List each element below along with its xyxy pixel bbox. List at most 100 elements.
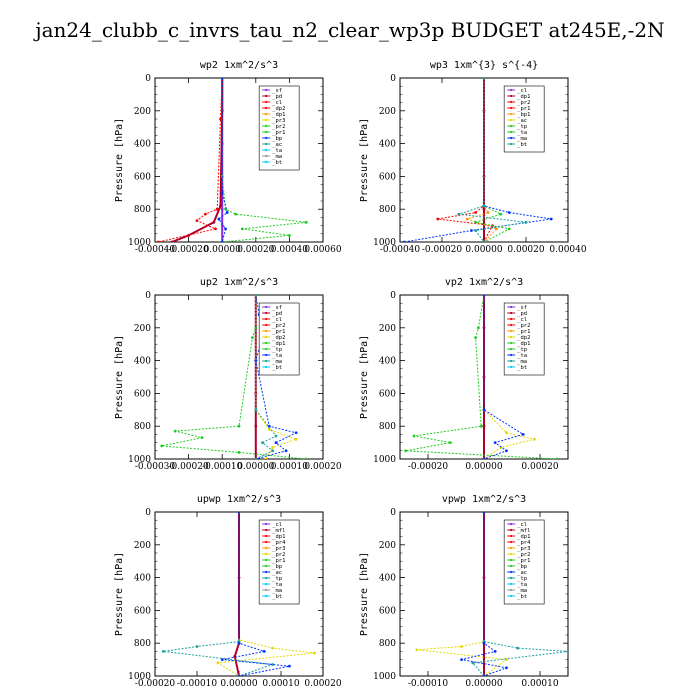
legend-marker: [510, 582, 513, 586]
legend-entry: _ac: [517, 570, 527, 576]
legend-entry: _tp: [517, 576, 527, 582]
data-point: [457, 212, 461, 216]
data-point: [237, 451, 241, 454]
legend-marker: [510, 94, 513, 98]
data-point: [220, 191, 224, 195]
legend-marker: [265, 136, 268, 140]
legend-marker: [510, 546, 513, 550]
legend-entry: _cl: [272, 317, 282, 323]
y-tick-label: 600: [379, 606, 396, 616]
legend-marker: [510, 540, 513, 544]
legend-entry: _cl: [517, 317, 527, 323]
legend-entry: _cl: [272, 100, 282, 106]
y-tick-label: 800: [379, 205, 396, 215]
x-tick-label: 0.00040: [549, 245, 586, 255]
data-point: [220, 658, 224, 661]
y-tick-label: 800: [379, 639, 396, 649]
y-axis-label: Pressure [hPa]: [114, 552, 125, 636]
legend-marker: [265, 558, 268, 562]
data-point: [294, 437, 298, 441]
y-tick-label: 600: [134, 606, 151, 616]
data-point: [505, 431, 508, 435]
data-point: [524, 220, 528, 224]
legend-marker: [510, 88, 513, 92]
legend-entry: _pr2: [517, 323, 530, 329]
data-point: [254, 457, 258, 459]
y-tick-label: 800: [379, 422, 396, 432]
y-tick-label: 400: [379, 357, 396, 367]
legend-marker: [265, 317, 268, 321]
chart-panel-2: wp3 1xm^{3} s^{-4}02004006008001000-0.00…: [359, 60, 587, 255]
legend-entry: _pr1: [517, 106, 530, 112]
legend-entry: _bp: [272, 564, 282, 570]
series-line-tp: [483, 295, 525, 459]
data-point: [162, 650, 165, 653]
data-point: [482, 424, 486, 428]
legend-marker: [510, 570, 513, 574]
x-tick-label: -0.00010: [408, 679, 449, 689]
x-tick-label: -0.00010: [177, 679, 218, 689]
x-tick-label: 0.00000: [465, 462, 502, 472]
data-point: [471, 661, 475, 665]
data-point: [240, 227, 244, 231]
y-tick-label: 0: [145, 74, 151, 84]
series-line-dp1: [158, 78, 223, 242]
legend-marker: [265, 142, 268, 146]
y-axis-label: Pressure [hPa]: [359, 335, 370, 419]
y-tick-label: 400: [134, 140, 151, 150]
legend-entry: _ta: [517, 130, 527, 136]
legend-entry: _pr4: [517, 540, 531, 546]
chart-title: vpwp 1xm^2/s^3: [442, 494, 526, 505]
data-point: [304, 220, 308, 224]
x-tick-label: 0.00020: [507, 245, 544, 255]
y-tick-label: 0: [145, 508, 151, 518]
x-tick-label: 0.00000: [465, 679, 502, 689]
data-point: [262, 650, 266, 653]
y-axis-label: Pressure [hPa]: [359, 552, 370, 636]
data-point: [156, 240, 160, 242]
x-tick-label: -0.00030: [135, 462, 176, 472]
x-tick-label: -0.00020: [135, 679, 176, 689]
legend-marker: [510, 347, 513, 351]
data-point: [195, 219, 199, 223]
data-point: [516, 646, 519, 650]
y-tick-label: 1000: [373, 672, 396, 682]
legend-marker: [510, 124, 513, 128]
legend-marker: [265, 522, 268, 526]
legend-entry: _bt: [272, 160, 282, 166]
series-line-cl: [233, 512, 240, 676]
legend-entry: _bt: [517, 365, 527, 371]
legend-entry: _bt: [517, 594, 527, 600]
legend-marker: [265, 528, 268, 532]
data-point: [505, 449, 508, 453]
data-point: [220, 207, 224, 211]
data-point: [404, 449, 407, 453]
y-tick-label: 400: [134, 574, 151, 584]
chart-title: upwp 1xm^2/s^3: [197, 494, 281, 505]
legend-entry: _bp: [517, 564, 527, 570]
data-point: [474, 229, 477, 232]
data-point: [482, 576, 486, 579]
series-line-dp1: [405, 295, 557, 459]
data-point: [482, 408, 486, 412]
legend-entry: _pr2: [272, 323, 285, 329]
x-tick-label: -0.00020: [408, 462, 449, 472]
data-point: [173, 429, 177, 433]
data-point: [220, 78, 224, 80]
data-point: [220, 224, 224, 228]
x-tick-label: 0.00010: [271, 462, 308, 472]
data-point: [267, 424, 271, 428]
data-point: [237, 512, 241, 514]
legend-marker: [510, 100, 513, 104]
legend-marker: [265, 564, 268, 568]
data-point: [271, 663, 274, 666]
x-tick-label: 0.00000: [237, 462, 274, 472]
series-line-pr1: [416, 512, 508, 676]
data-point: [294, 431, 298, 435]
chart-title: wp3 1xm^{3} s^{-4}: [430, 60, 538, 71]
data-point: [237, 576, 241, 579]
data-point: [412, 434, 416, 438]
legend-marker: [265, 341, 268, 345]
data-point: [251, 336, 254, 340]
x-tick-label: 0.00000: [220, 679, 257, 689]
